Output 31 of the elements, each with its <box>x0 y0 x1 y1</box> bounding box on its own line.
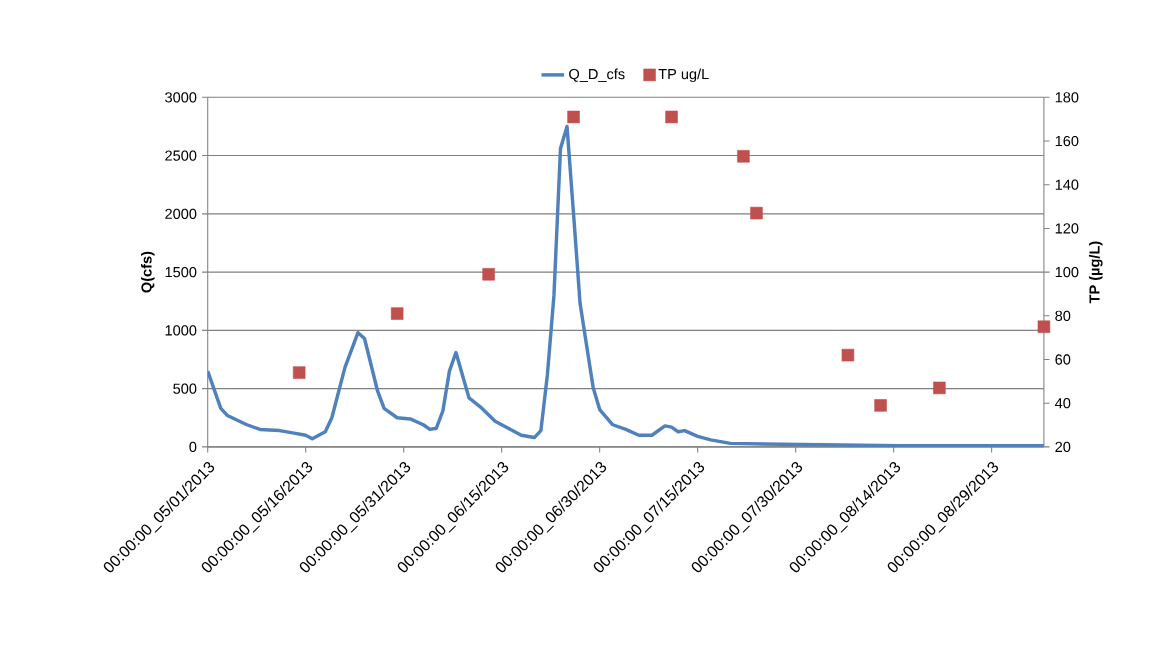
y-tick-label: 500 <box>173 383 197 394</box>
y2-tick-label: 100 <box>1055 266 1079 278</box>
point <box>874 398 887 412</box>
y-axis-title: Q(cfs) <box>140 251 155 293</box>
point <box>665 110 678 124</box>
y2-tick-label: 20 <box>1055 441 1071 452</box>
y2-tick-label: 140 <box>1055 179 1079 190</box>
y2-tick-label: 120 <box>1055 223 1079 234</box>
y2-tick-label: 160 <box>1055 135 1079 146</box>
point <box>750 206 763 220</box>
y2-tick-label: 180 <box>1055 92 1079 103</box>
point <box>1037 320 1051 333</box>
y-tick-label: 1000 <box>165 325 197 336</box>
y2-axis-title: TP (µg/L) <box>1088 241 1103 304</box>
y2-tick-label: 60 <box>1055 354 1071 365</box>
point <box>292 366 306 379</box>
y2-tick-label: 40 <box>1055 397 1071 409</box>
y-tick-label: 0 <box>189 441 197 452</box>
y-tick-label: 2500 <box>165 150 197 161</box>
y-tick-label: 2000 <box>165 208 197 219</box>
point <box>841 348 855 362</box>
point <box>737 149 750 163</box>
point <box>390 307 404 320</box>
point <box>482 267 495 281</box>
point <box>567 110 580 124</box>
legend-label: TP ug/L <box>658 68 709 82</box>
legend-label: Q_D_cfs <box>569 68 625 82</box>
y-tick-label: 3000 <box>165 92 197 103</box>
point <box>933 381 946 394</box>
y-tick-label: 1500 <box>165 266 197 278</box>
y2-tick-label: 80 <box>1055 310 1071 321</box>
